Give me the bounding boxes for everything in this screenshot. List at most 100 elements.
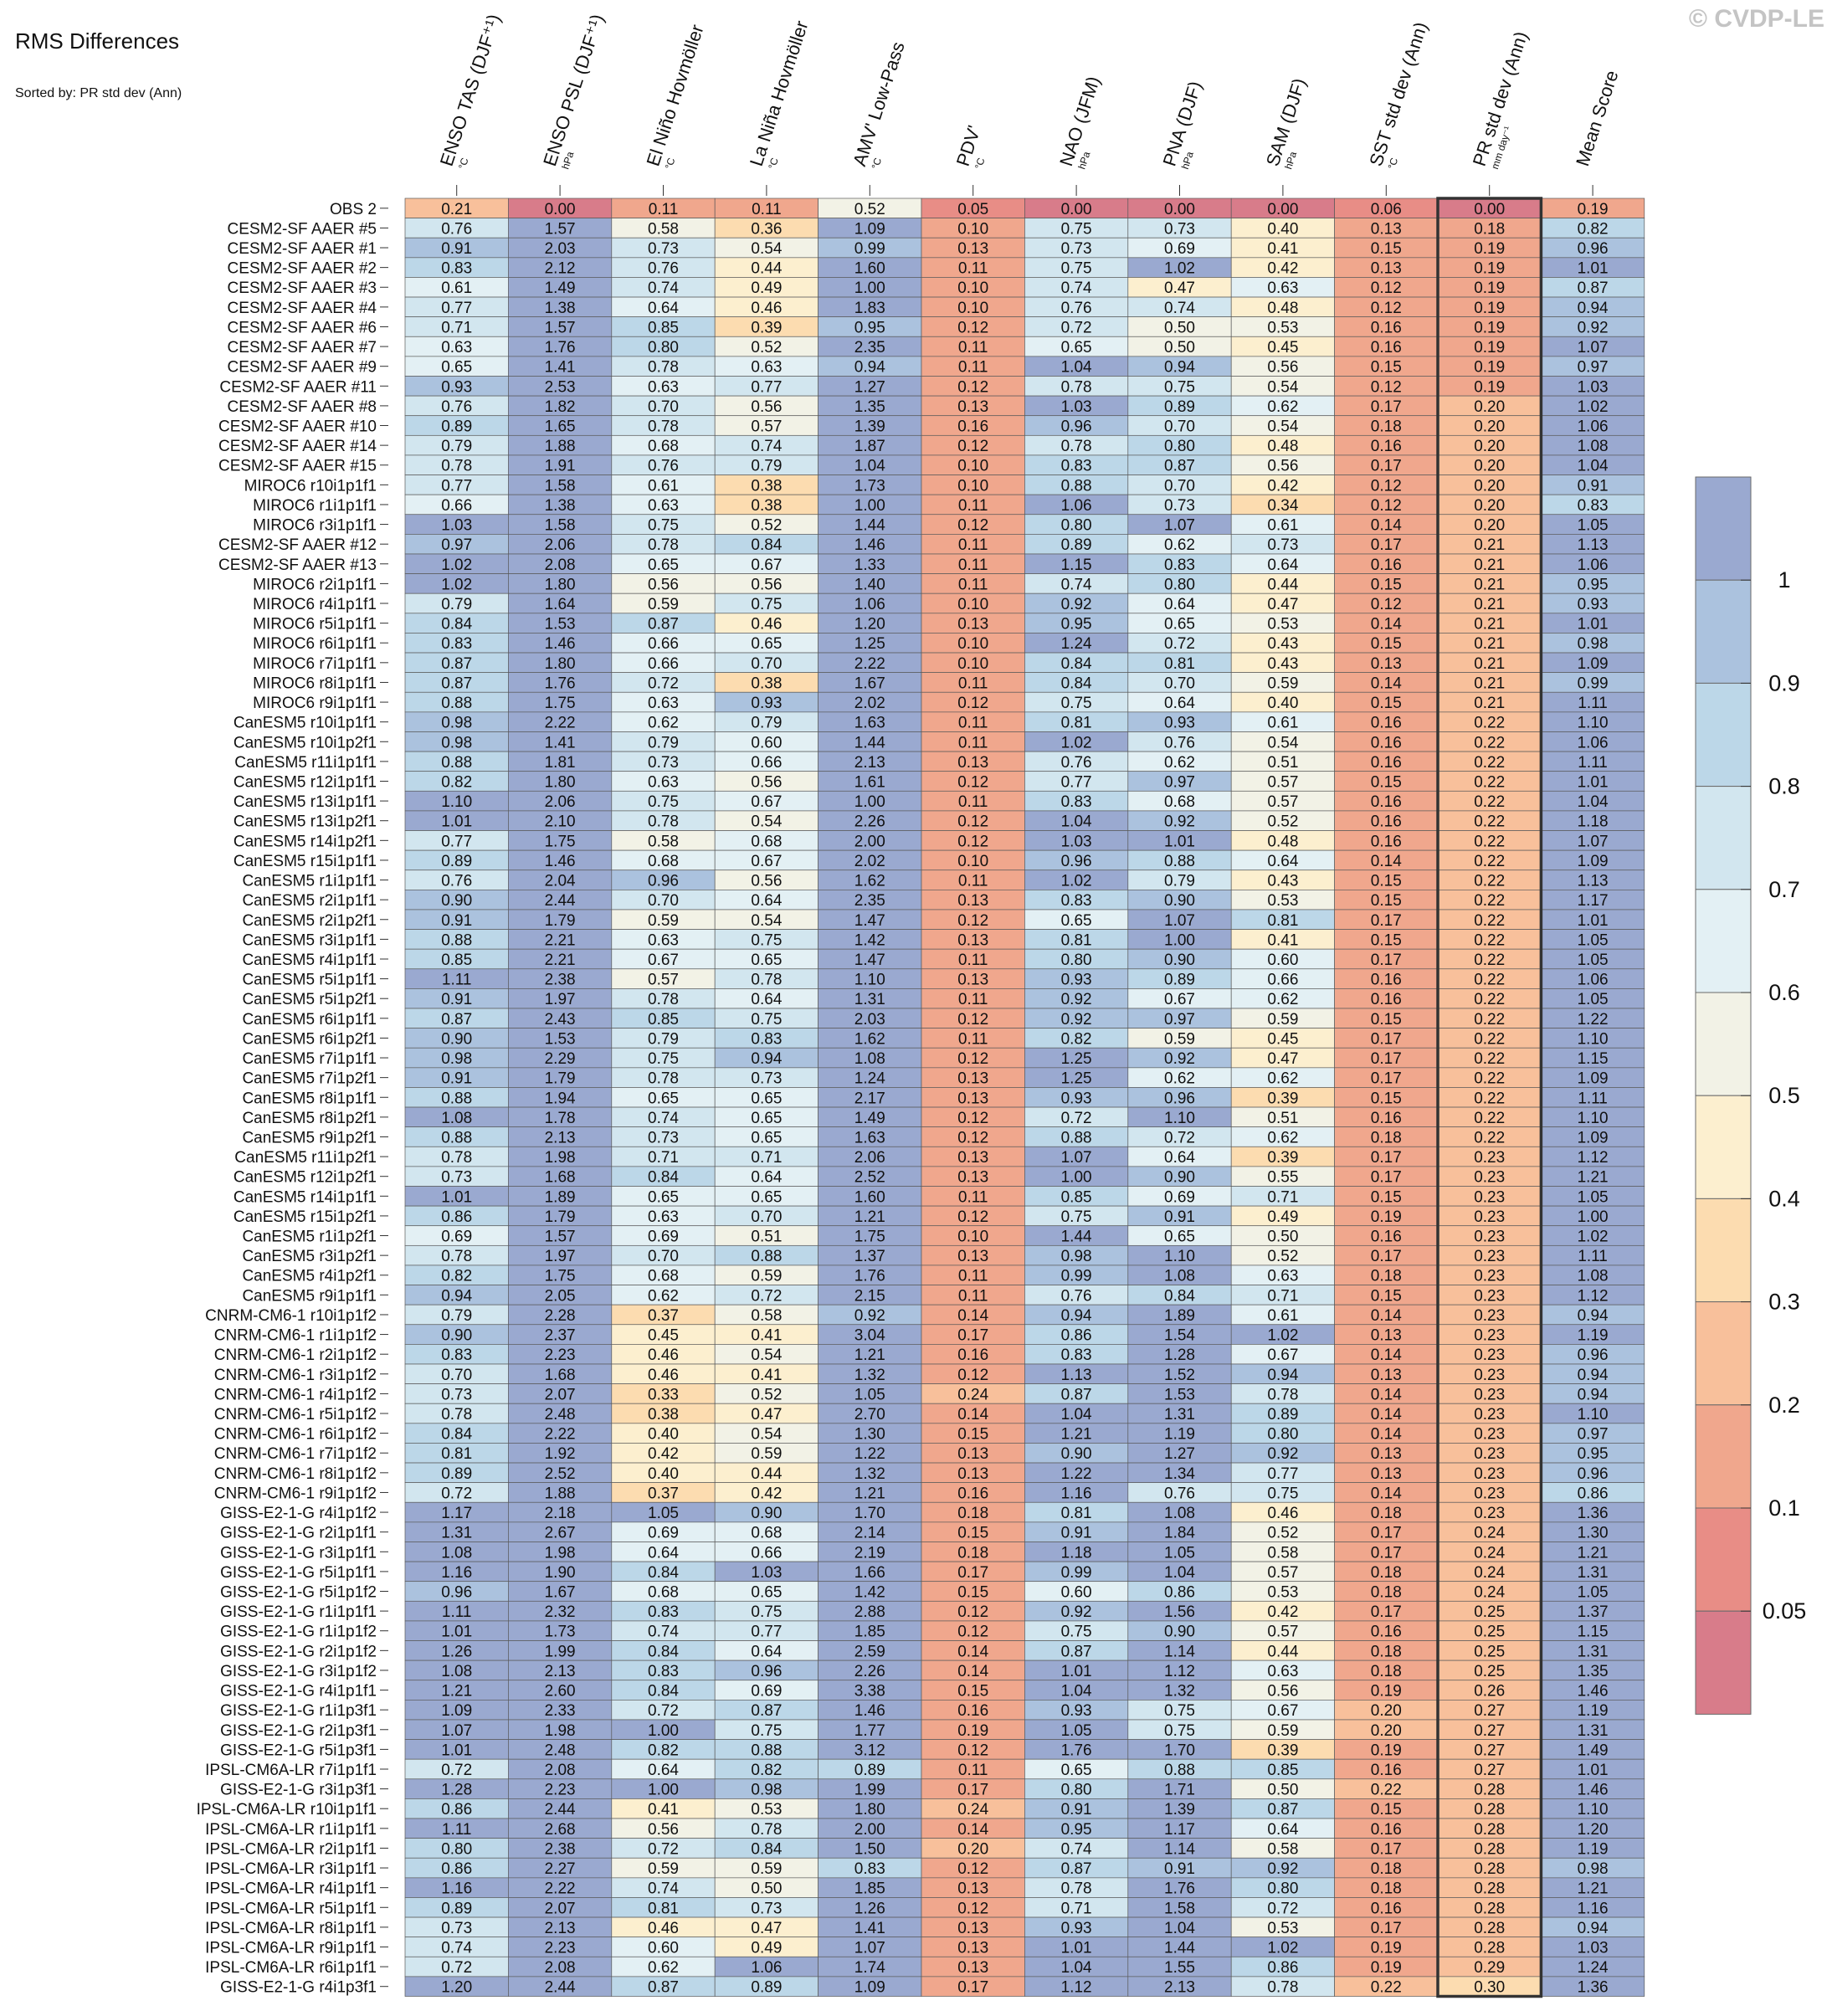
cell-value: 0.20 (1371, 1702, 1402, 1720)
cell-value: 0.19 (1474, 359, 1505, 377)
cell-value: 0.92 (854, 1307, 885, 1325)
cell-value: 0.13 (957, 398, 988, 416)
cell-value: 1.04 (854, 458, 885, 475)
cell-value: 0.23 (1474, 1465, 1505, 1483)
cell-value: 1.50 (854, 1840, 885, 1858)
cell-value: 0.72 (1061, 1110, 1092, 1127)
cell-value: 0.12 (1371, 477, 1402, 495)
cell-value: 0.16 (1371, 438, 1402, 455)
row-label: CanESM5 r3i1p2f1 (242, 1248, 377, 1265)
cell-value: 0.17 (1371, 398, 1402, 416)
cell-value: 0.70 (751, 1208, 782, 1226)
cell-value: 2.02 (854, 695, 885, 712)
cell-value: 0.22 (1474, 931, 1505, 949)
cell-value: 0.11 (958, 1030, 988, 1048)
cell-value: 0.83 (1061, 793, 1092, 811)
cell-value: 1.02 (1061, 873, 1092, 890)
column-label: ENSO PSL (DJF⁺¹) (539, 12, 608, 169)
cell-value: 2.44 (545, 1979, 576, 1997)
cell-value: 0.10 (957, 655, 988, 673)
cell-value: 1.10 (1578, 1801, 1609, 1819)
cell-value: 0.75 (1164, 1702, 1195, 1720)
cell-value: 1.25 (854, 635, 885, 653)
cell-value: 1.32 (854, 1367, 885, 1384)
cell-value: 0.51 (1267, 754, 1298, 772)
cell-value: 0.41 (1267, 931, 1298, 949)
cell-value: 0.96 (751, 1663, 782, 1680)
cell-value: 2.13 (1164, 1979, 1195, 1997)
cell-value: 0.23 (1474, 1386, 1505, 1403)
cell-value: 0.21 (1474, 596, 1505, 613)
cell-value: 2.59 (854, 1643, 885, 1660)
cell-value: 0.83 (1061, 892, 1092, 910)
cell-value: 0.80 (1164, 576, 1195, 593)
cell-value: 0.93 (1164, 715, 1195, 732)
cell-value: 0.70 (751, 655, 782, 673)
cell-value: 0.11 (958, 991, 988, 1008)
cell-value: 0.17 (1371, 952, 1402, 969)
cell-value: 1.42 (854, 1584, 885, 1602)
cell-value: 0.43 (1267, 873, 1298, 890)
cell-value: 0.88 (441, 695, 472, 712)
cell-value: 0.97 (1578, 359, 1609, 377)
cell-value: 0.27 (1474, 1762, 1505, 1779)
cell-value: 0.78 (648, 813, 679, 831)
cell-value: 0.82 (441, 1268, 472, 1285)
row-label: IPSL-CM6A-LR r10i1p1f1 (197, 1801, 377, 1819)
legend-swatch (1695, 1198, 1752, 1303)
color-legend: 1 0.9 0.8 0.7 0.6 0.5 0.4 0.3 0.2 0.1 0.05 (1695, 476, 1806, 1715)
cell-value: 0.11 (958, 734, 988, 752)
cell-value: 0.83 (1578, 497, 1609, 515)
cell-value: 0.49 (751, 1939, 782, 1957)
cell-value: 0.54 (1267, 378, 1298, 396)
cell-value: 0.18 (1371, 1268, 1402, 1285)
cell-value: 0.66 (1267, 972, 1298, 989)
cell-value: 0.39 (1267, 1090, 1298, 1107)
cell-value: 1.76 (854, 1268, 885, 1285)
cell-value: 0.14 (957, 1663, 988, 1680)
cell-value: 1.03 (441, 517, 472, 535)
row-label: CanESM5 r4i1p1f1 (242, 952, 377, 969)
cell-value: 0.62 (648, 1287, 679, 1305)
cell-value: 1.02 (1578, 1229, 1609, 1246)
cell-value: 0.88 (441, 931, 472, 949)
cell-value: 0.46 (751, 616, 782, 634)
cell-value: 1.78 (545, 1110, 576, 1127)
cell-value: 1.00 (1578, 1208, 1609, 1226)
column-header: La Niña Hovmöller°C (746, 18, 813, 171)
cell-value: 0.73 (1061, 240, 1092, 258)
cell-value: 0.97 (1578, 1426, 1609, 1444)
cell-value: 1.21 (1061, 1426, 1092, 1444)
cell-value: 0.28 (1474, 1782, 1505, 1799)
column-header: PR std dev (Ann)mm day⁻¹ (1469, 29, 1532, 171)
cell-value: 0.86 (441, 1801, 472, 1819)
cell-value: 1.08 (1164, 1505, 1195, 1522)
cell-value: 1.60 (854, 260, 885, 278)
cell-value: 1.44 (854, 517, 885, 535)
cell-value: 0.92 (1061, 991, 1092, 1008)
cell-value: 0.51 (1267, 1110, 1298, 1127)
cell-value: 0.88 (1061, 1129, 1092, 1147)
row-label: CNRM-CM6-1 r6i1p1f2 (214, 1426, 377, 1444)
cell-value: 0.70 (648, 1248, 679, 1265)
cell-value: 0.79 (751, 458, 782, 475)
cell-value: 0.78 (1061, 438, 1092, 455)
cell-value: 0.19 (1474, 300, 1505, 317)
cell-value: 0.13 (1371, 1465, 1402, 1483)
cell-value: 1.55 (1164, 1959, 1195, 1977)
cell-value: 2.33 (545, 1702, 576, 1720)
cell-value: 1.92 (545, 1445, 576, 1463)
cell-value: 2.23 (545, 1347, 576, 1364)
cell-value: 0.11 (958, 1268, 988, 1285)
cell-value: 0.12 (957, 1860, 988, 1878)
cell-value: 1.27 (1164, 1445, 1195, 1463)
cell-value: 0.91 (441, 991, 472, 1008)
row-label: CESM2-SF AAER #13 (218, 557, 377, 574)
cell-value: 0.91 (441, 912, 472, 930)
cell-value: 0.98 (1578, 635, 1609, 653)
cell-value: 0.79 (1164, 873, 1195, 890)
row-label: CanESM5 r13i1p1f1 (233, 793, 377, 811)
cell-value: 1.08 (441, 1110, 472, 1127)
cell-value: 0.11 (958, 536, 988, 554)
cell-value: 1.75 (545, 695, 576, 712)
